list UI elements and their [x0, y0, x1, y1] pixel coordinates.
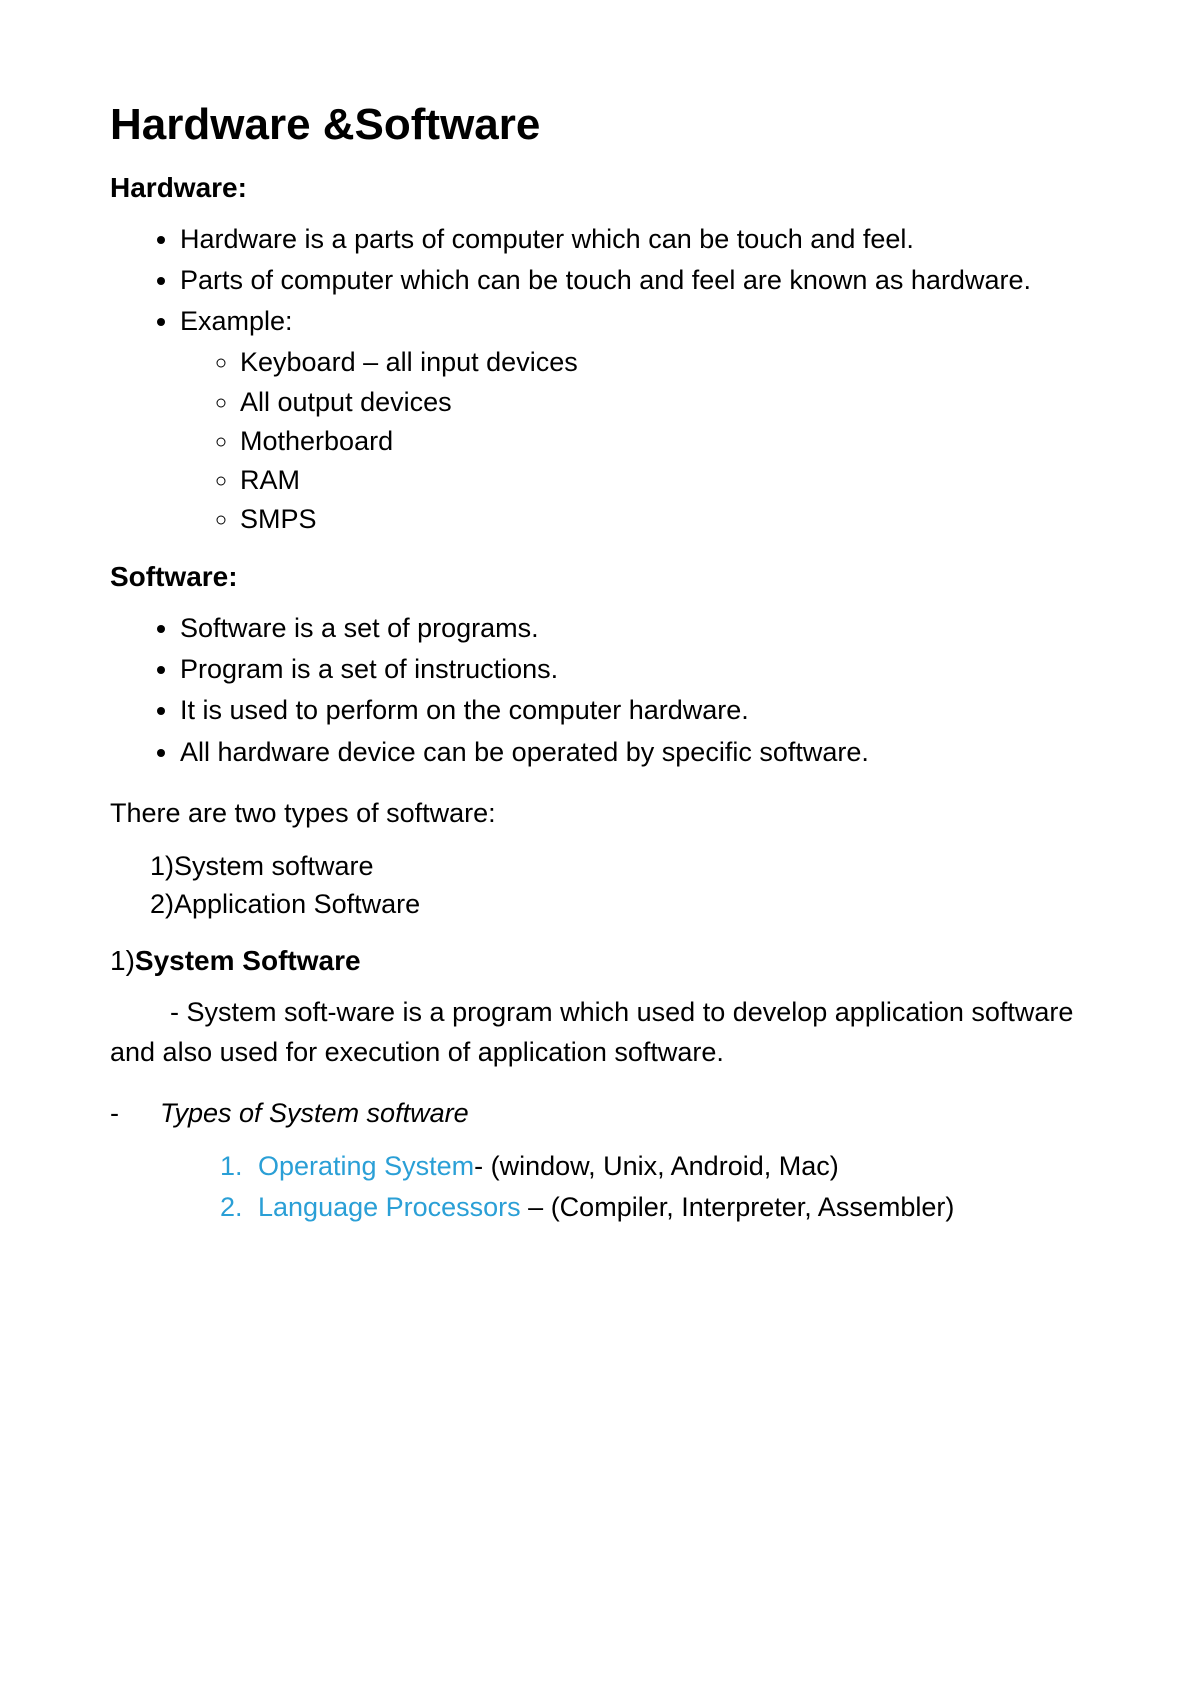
list-item: 2)Application Software [150, 885, 1090, 923]
page-title: Hardware &Software [110, 100, 1090, 150]
types-intro: There are two types of software: [110, 794, 1090, 833]
list-item: SMPS [240, 500, 1090, 539]
list-item: It is used to perform on the computer ha… [180, 691, 1090, 730]
software-types-list: 1)System software 2)Application Software [110, 847, 1090, 924]
software-points: Software is a set of programs. Program i… [110, 609, 1090, 772]
list-item: Hardware is a parts of computer which ca… [180, 220, 1090, 259]
list-item: Keyboard – all input devices [240, 343, 1090, 382]
dash-marker: - [110, 1094, 160, 1133]
list-item-rest: – (Compiler, Interpreter, Assembler) [521, 1192, 955, 1222]
list-item: All hardware device can be operated by s… [180, 733, 1090, 772]
list-item: Parts of computer which can be touch and… [180, 261, 1090, 300]
operating-system-link[interactable]: Operating System [258, 1151, 474, 1181]
heading-text: System Software [135, 945, 361, 976]
list-item: Example: Keyboard – all input devices Al… [180, 302, 1090, 539]
system-software-types: Operating System- (window, Unix, Android… [110, 1147, 1090, 1227]
heading-number: 1) [110, 945, 135, 976]
list-item: Language Processors – (Compiler, Interpr… [250, 1188, 1090, 1227]
list-item: Software is a set of programs. [180, 609, 1090, 648]
types-label-text: Types of System software [160, 1094, 469, 1133]
system-software-description: - System soft-ware is a program which us… [110, 993, 1090, 1071]
system-software-types-label: - Types of System software [110, 1094, 1090, 1133]
list-item: Program is a set of instructions. [180, 650, 1090, 689]
list-item-rest: - (window, Unix, Android, Mac) [474, 1151, 839, 1181]
software-heading: Software: [110, 561, 1090, 593]
list-item: All output devices [240, 383, 1090, 422]
list-item-text: Example: [180, 306, 293, 336]
list-item: RAM [240, 461, 1090, 500]
list-item: Motherboard [240, 422, 1090, 461]
hardware-points: Hardware is a parts of computer which ca… [110, 220, 1090, 539]
hardware-examples: Keyboard – all input devices All output … [180, 343, 1090, 539]
language-processors-link[interactable]: Language Processors [258, 1192, 521, 1222]
list-item: 1)System software [150, 847, 1090, 885]
system-software-heading: 1)System Software [110, 945, 1090, 977]
hardware-heading: Hardware: [110, 172, 1090, 204]
list-item: Operating System- (window, Unix, Android… [250, 1147, 1090, 1186]
